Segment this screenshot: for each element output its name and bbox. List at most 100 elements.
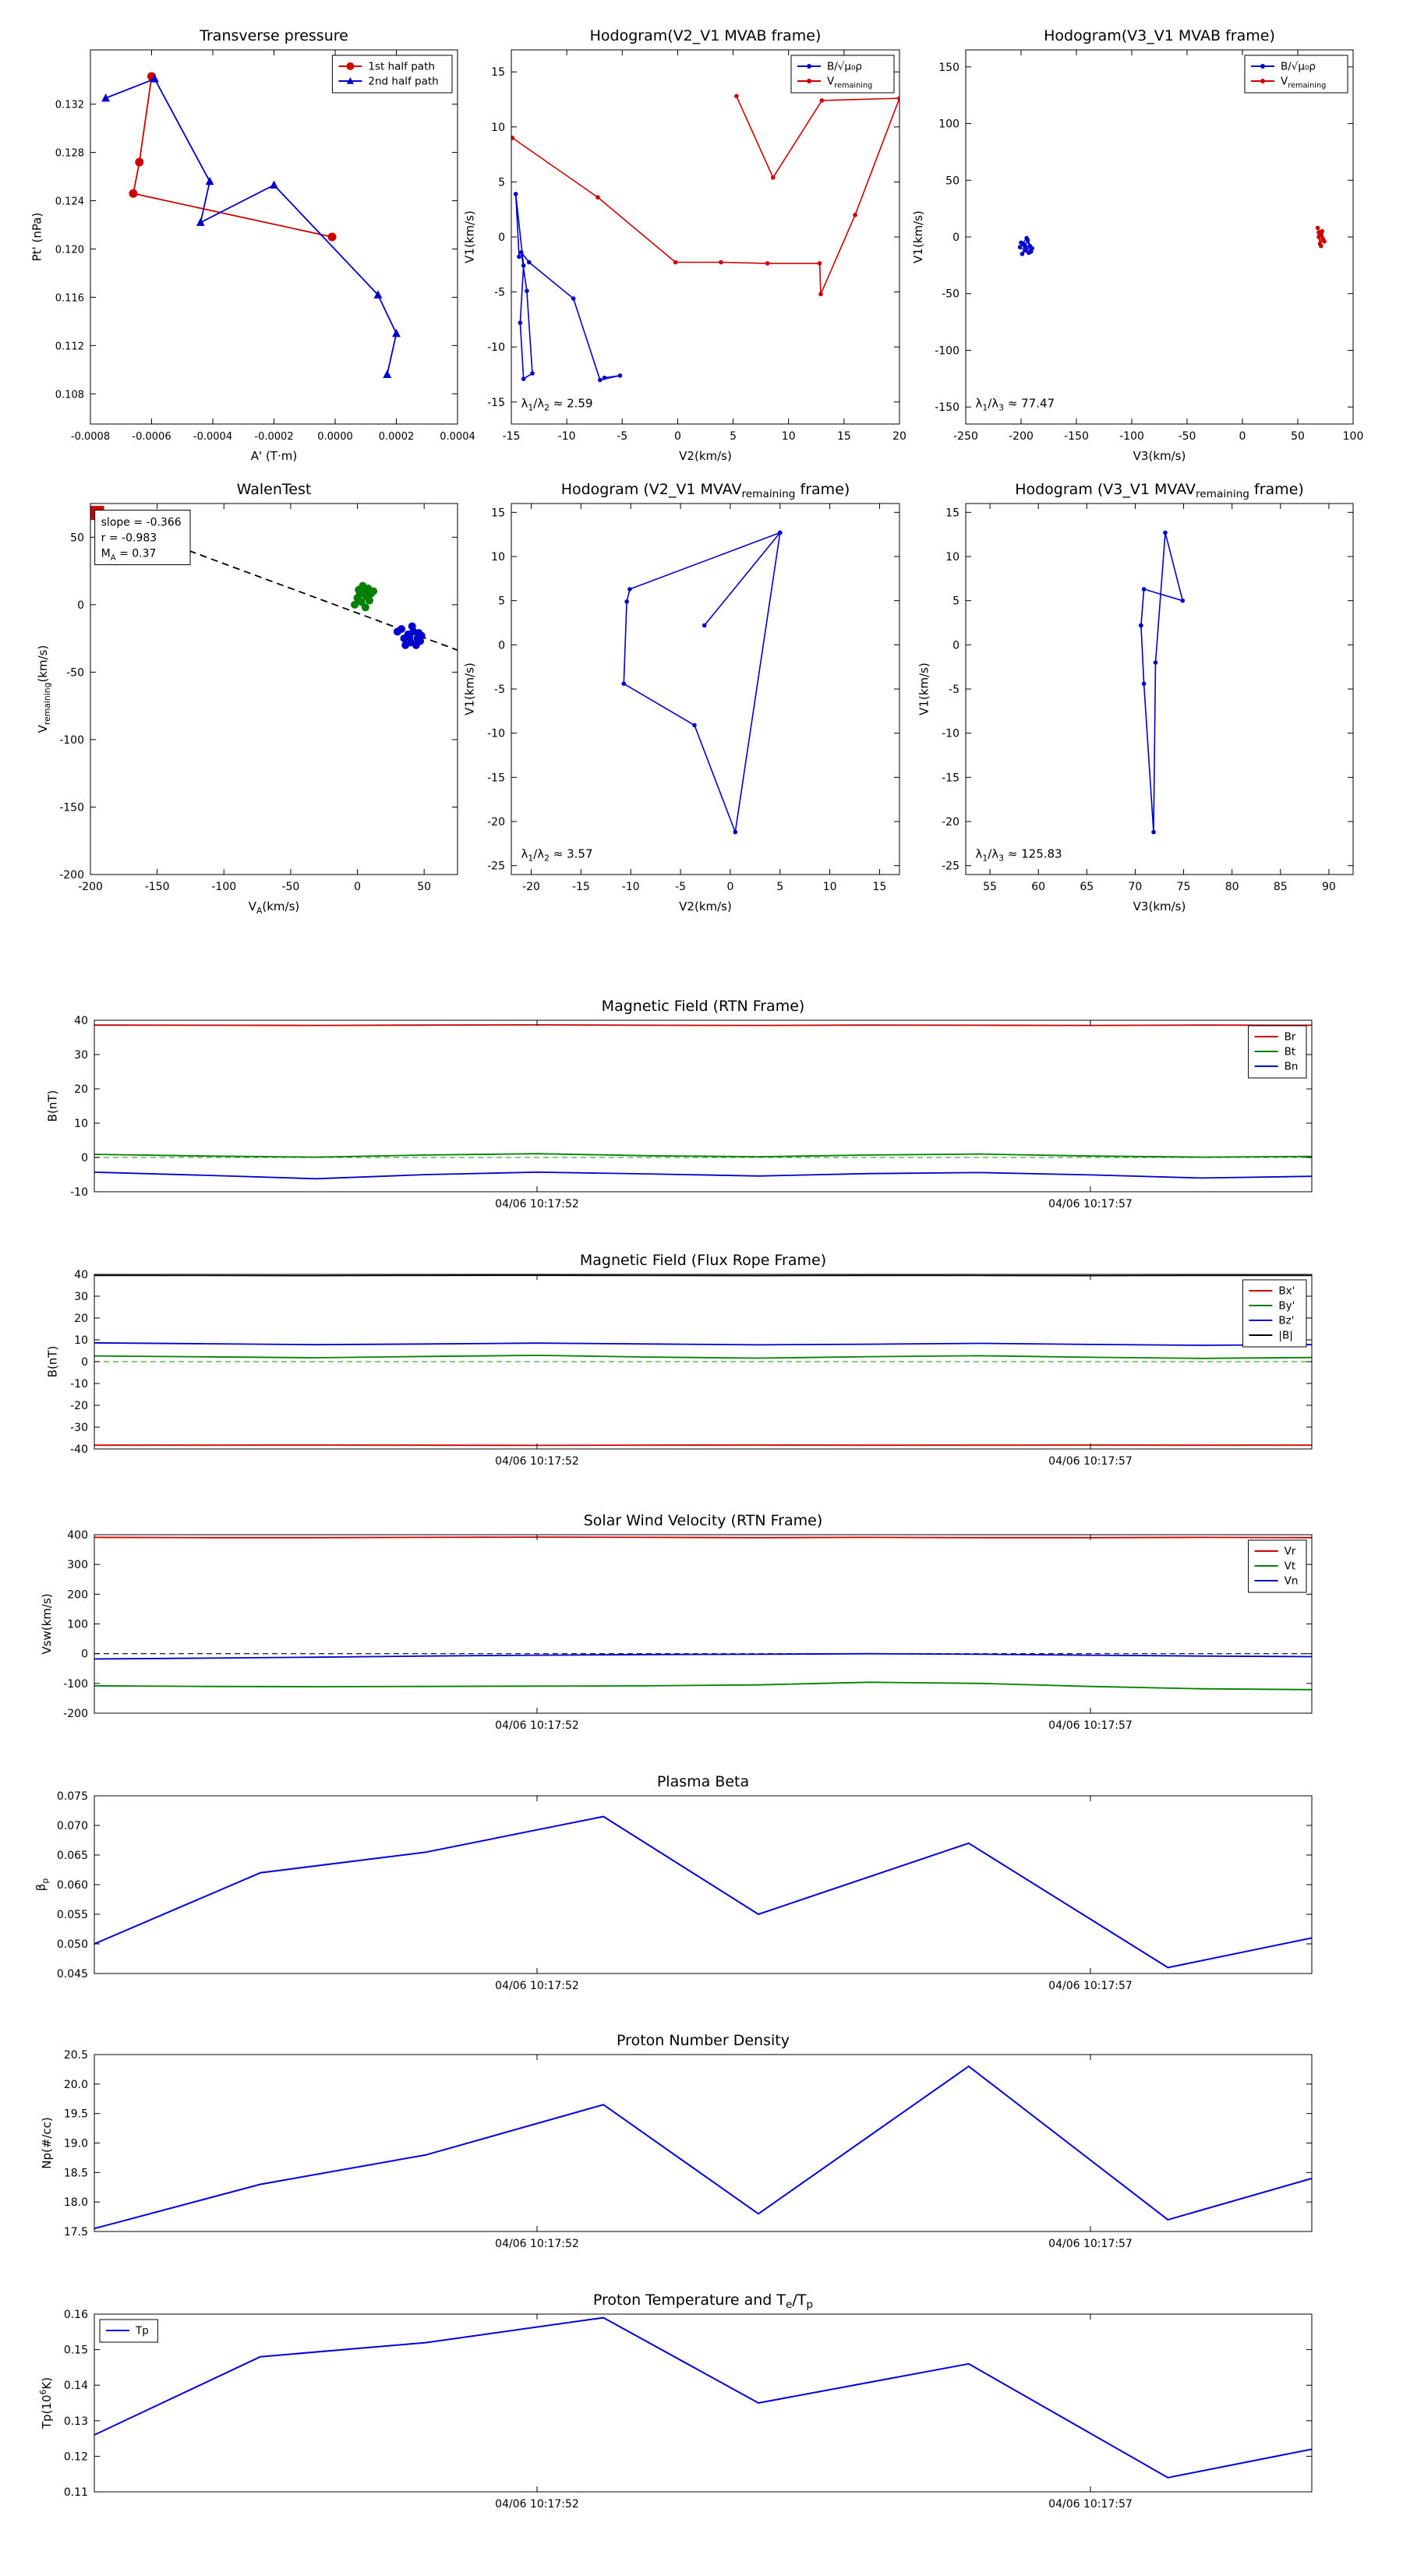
y-tick-label: -200 <box>59 869 84 882</box>
y-tick-label: 0 <box>77 599 84 612</box>
x-tick-label: 80 <box>1225 881 1239 893</box>
legend-box <box>1242 1280 1306 1347</box>
plot-background <box>94 2055 1312 2231</box>
x-tick-label: 04/06 10:17:57 <box>1048 1198 1133 1210</box>
y-tick-label: 0.11 <box>64 2486 88 2499</box>
plot-background <box>966 50 1353 424</box>
y-tick-label: 15 <box>491 66 505 79</box>
x-axis-label: V3(km/s) <box>1133 449 1186 463</box>
annotation: λ1/λ3 ≈ 125.83 <box>975 847 1062 864</box>
chart-title: Transverse pressure <box>199 27 348 44</box>
series-vr <box>94 1537 1312 1538</box>
x-tick-label: 04/06 10:17:52 <box>495 1455 579 1468</box>
x-tick-label: -0.0008 <box>71 431 110 443</box>
x-tick-label: 55 <box>983 881 997 893</box>
y-tick-label: 19.5 <box>64 2108 88 2121</box>
x-tick-label: -15 <box>572 881 590 893</box>
y-tick-label: 10 <box>74 1334 88 1347</box>
x-tick-label: 50 <box>1291 430 1305 443</box>
x-tick-label: 0.0000 <box>317 431 353 443</box>
y-tick-label: 19.0 <box>64 2138 88 2150</box>
x-tick-label: 70 <box>1129 881 1143 893</box>
y-axis-label: Vremaining(km/s) <box>36 645 52 733</box>
x-tick-label: 15 <box>837 430 851 443</box>
x-tick-label: 10 <box>823 881 837 893</box>
y-tick-label: -5 <box>949 684 959 696</box>
series-line-vr <box>94 1537 1312 1538</box>
y-tick-label: 0.075 <box>57 1790 88 1803</box>
x-tick-label: 0 <box>354 881 361 893</box>
chart-title: Plasma Beta <box>657 1773 749 1790</box>
y-tick-label: 0.045 <box>57 1968 88 1981</box>
x-tick-label: 5 <box>730 430 737 443</box>
stats-line: r = -0.983 <box>101 532 157 545</box>
y-tick-label: 0.124 <box>55 196 84 208</box>
y-tick-label: 5 <box>498 595 505 608</box>
x-tick-label: -200 <box>1009 430 1034 443</box>
series-br <box>94 1025 1312 1026</box>
plot-background <box>966 504 1353 875</box>
plot-background <box>90 50 458 424</box>
x-tick-label: -0.0002 <box>254 431 293 443</box>
chart-title: Proton Temperature and Te/Tp <box>593 2292 813 2311</box>
x-tick-label: 04/06 10:17:57 <box>1048 2238 1133 2250</box>
y-axis-label: B(nT) <box>46 1346 60 1378</box>
plot-background <box>94 2314 1312 2492</box>
y-tick-label: 0.12 <box>64 2451 88 2463</box>
y-tick-label: 0.050 <box>57 1938 88 1951</box>
y-tick-label: 20 <box>74 1313 88 1325</box>
y-tick-label: 50 <box>70 532 84 544</box>
x-axis-label: V2(km/s) <box>679 449 732 463</box>
stats-line: slope = -0.366 <box>101 517 182 529</box>
x-tick-label: 04/06 10:17:57 <box>1048 1980 1133 1992</box>
x-tick-label: 60 <box>1031 881 1045 893</box>
y-tick-label: 15 <box>945 507 959 519</box>
y-tick-label: 0 <box>81 1356 88 1369</box>
chart-title: Hodogram (V3_V1 MVAVremaining frame) <box>1015 481 1304 500</box>
y-tick-label: 0.112 <box>55 341 84 352</box>
chart-title: Hodogram (V2_V1 MVAVremaining frame) <box>561 481 850 500</box>
y-tick-label: -20 <box>70 1400 88 1412</box>
y-tick-label: 0.13 <box>64 2415 88 2428</box>
y-tick-label: -25 <box>942 860 959 873</box>
y-tick-label: 0.15 <box>64 2345 88 2357</box>
y-tick-label: 0.055 <box>57 1909 88 1921</box>
x-tick-label: 0.0002 <box>379 431 415 443</box>
y-tick-label: 0.070 <box>57 1820 88 1832</box>
chart-title: Hodogram(V3_V1 MVAB frame) <box>1044 27 1275 44</box>
y-tick-label: 10 <box>491 551 505 564</box>
x-tick-label: -50 <box>1179 430 1196 443</box>
chart-title: Magnetic Field (RTN Frame) <box>602 998 805 1015</box>
x-tick-label: -100 <box>211 881 236 893</box>
y-tick-label: -200 <box>63 1708 88 1720</box>
plot-background <box>511 504 899 875</box>
y-axis-label: V1(km/s) <box>917 663 931 716</box>
y-tick-label: -50 <box>66 666 84 679</box>
x-tick-label: 04/06 10:17:57 <box>1048 1719 1133 1732</box>
chart-title: Solar Wind Velocity (RTN Frame) <box>584 1512 823 1529</box>
y-tick-label: 0.108 <box>55 389 84 401</box>
x-tick-label: -100 <box>1119 430 1144 443</box>
x-tick-label: -250 <box>953 430 978 443</box>
legend-label: Br <box>1285 1031 1296 1044</box>
y-tick-label: 10 <box>945 551 959 564</box>
y-tick-label: -15 <box>487 397 505 409</box>
y-axis-label: Vsw(km/s) <box>40 1593 54 1654</box>
y-tick-label: 200 <box>67 1588 88 1601</box>
y-tick-label: 0.128 <box>55 148 84 160</box>
legend-label: 2nd half path <box>368 76 438 88</box>
legend-label: Vr <box>1285 1546 1296 1558</box>
y-tick-label: 18.5 <box>64 2167 88 2179</box>
x-tick-label: 5 <box>776 881 783 893</box>
y-tick-label: -10 <box>487 341 505 354</box>
